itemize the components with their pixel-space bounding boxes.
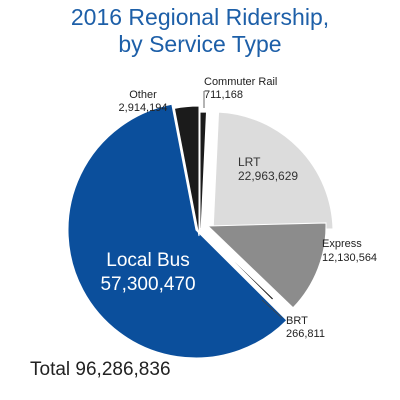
pie-slice-other <box>173 105 200 237</box>
pie-slice-brt <box>199 227 275 301</box>
slice-label-brt-name: BRT <box>286 315 308 327</box>
chart-title-line-2: by Service Type <box>118 31 282 57</box>
slice-label-express-name: Express <box>322 238 362 250</box>
pie-slice-local-bus <box>67 103 288 359</box>
slice-label-lrt-name: LRT <box>238 155 261 169</box>
slice-label-brt-value: 266,811 <box>286 328 325 340</box>
pie-slice-lrt <box>212 111 334 233</box>
slice-label-local-bus-name: Local Bus <box>106 250 189 271</box>
leader-line-brt <box>261 299 283 319</box>
chart-title-line-1: 2016 Regional Ridership, <box>70 4 330 30</box>
slice-label-express-value: 12,130,564 <box>322 252 377 264</box>
total-ridership: Total 96,286,836 <box>30 359 171 380</box>
slice-label-lrt-value: 22,963,629 <box>238 169 298 183</box>
pie-slices <box>67 103 334 359</box>
slice-label-local-bus-value: 57,300,470 <box>100 274 195 295</box>
pie-slice-express <box>206 222 327 309</box>
slice-label-commuter-rail-value: 711,168 <box>204 89 243 101</box>
slice-label-commuter-rail-name: Commuter Rail <box>204 76 277 88</box>
slice-label-other-value: 2,914,194 <box>119 102 168 114</box>
slice-label-other-name: Other <box>129 89 157 101</box>
pie-slice-commuter-rail <box>199 111 208 253</box>
